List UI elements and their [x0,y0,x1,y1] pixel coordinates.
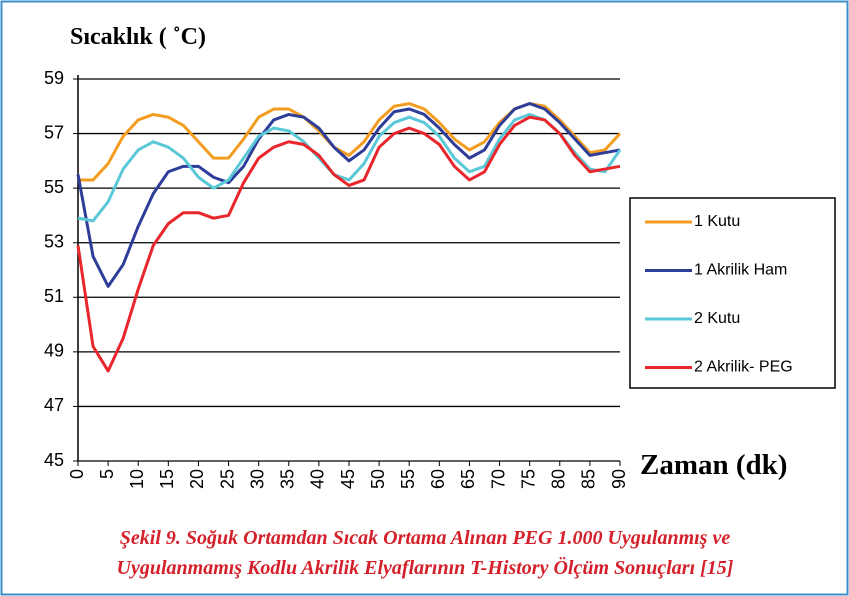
x-tick-label: 50 [368,469,388,489]
x-tick-label: 70 [488,469,508,489]
y-tick-label: 53 [44,231,64,251]
legend-label: 1 Kutu [694,213,740,230]
y-tick-label: 57 [44,122,64,142]
x-tick-label: 10 [127,469,147,489]
caption: Şekil 9. Soğuk Ortamdan Sıcak Ortama Alı… [120,527,731,549]
x-tick-label: 35 [278,469,298,489]
legend-label: 1 Akrilik Ham [694,262,787,279]
x-axis-title: Zaman (dk) [640,449,787,481]
x-tick-label: 40 [308,469,328,489]
x-tick-label: 55 [398,469,418,489]
y-tick-label: 49 [44,341,64,361]
x-tick-label: 90 [609,469,629,489]
x-tick-label: 5 [97,469,117,479]
y-axis-title: Sıcaklık ( ˚C) [70,24,206,50]
legend-label: 2 Kutu [694,310,740,327]
legend-box [629,197,836,389]
x-tick-label: 20 [187,469,207,489]
x-tick-label: 85 [579,469,599,489]
x-tick-label: 30 [247,469,267,489]
y-tick-label: 47 [44,395,64,415]
x-tick-label: 25 [217,469,237,489]
caption: Uygulanmamış Kodlu Akrilik Elyaflarının … [117,556,734,579]
x-tick-label: 60 [428,469,448,489]
legend-label: 2 Akrilik- PEG [694,359,793,376]
x-tick-label: 75 [518,469,538,489]
y-tick-label: 51 [44,286,64,306]
series-line [76,115,621,373]
y-tick-label: 45 [44,450,64,470]
series-line [77,112,622,223]
series-line [76,102,621,288]
x-tick-label: 80 [549,469,569,489]
x-tick-label: 15 [157,469,177,489]
x-tick-label: 45 [338,469,358,489]
y-tick-label: 59 [44,68,64,88]
x-tick-label: 65 [458,469,478,489]
y-tick-label: 55 [44,177,64,197]
x-tick-label: 0 [67,469,87,479]
